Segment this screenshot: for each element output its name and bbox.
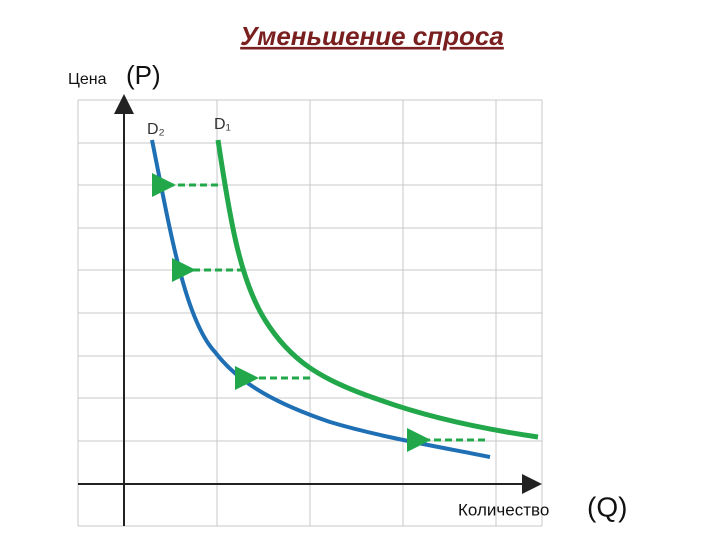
y-axis-label: Цена [68, 71, 107, 88]
shift-arrows [152, 173, 485, 452]
x-axis-label: Количество [458, 500, 549, 519]
y-axis-symbol: (P) [126, 60, 161, 90]
curve-d1 [215, 139, 539, 440]
x-axis-symbol: (Q) [587, 491, 627, 522]
curve-label: D₁ [214, 116, 231, 133]
grid [77, 99, 543, 527]
title: Уменьшение спроса [240, 21, 504, 51]
curve-label: D₂ [147, 121, 165, 138]
curve-d2 [150, 139, 491, 459]
